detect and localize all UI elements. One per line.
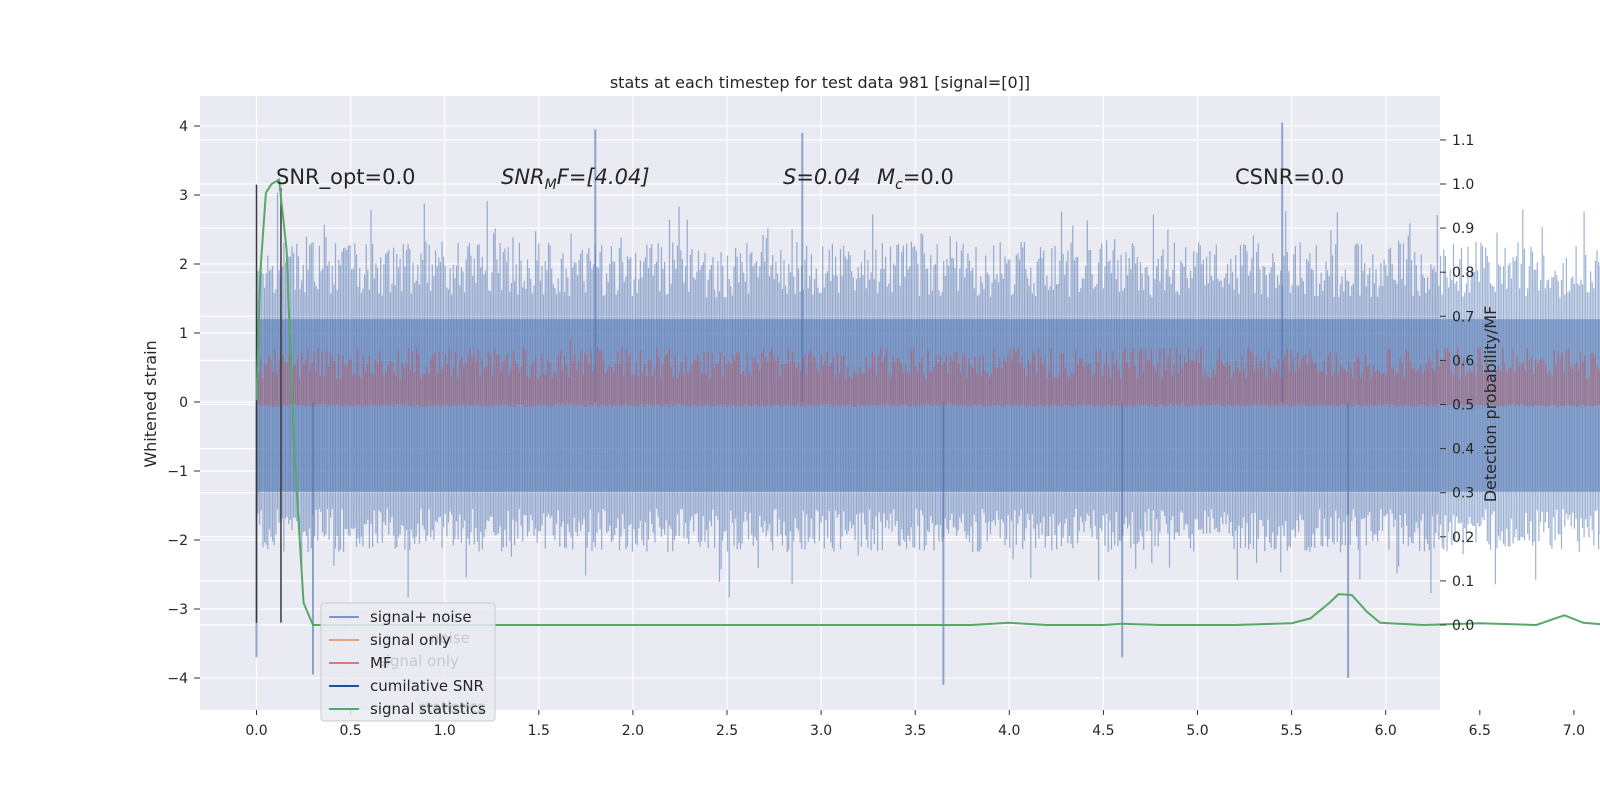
y2-tick-label: 0.3 bbox=[1452, 486, 1474, 502]
y2-tick-label: 1.1 bbox=[1452, 133, 1474, 149]
y2-tick-label: 0.5 bbox=[1452, 398, 1474, 414]
legend-ghost-text-2: signal only bbox=[378, 652, 459, 670]
legend-item: signal statistics bbox=[329, 700, 486, 718]
x-tick-label: 5.0 bbox=[1186, 723, 1208, 739]
x-axis: 0.0 0.5 1.0 1.5 2.0 2.5 3.0 3.5 4.0 4.5 5.0 5.5 6.0 6… bbox=[245, 710, 1585, 739]
legend-ghost-text-1: noise bbox=[430, 629, 470, 647]
legend-item: cumilative SNR bbox=[329, 677, 484, 695]
legend-box bbox=[320, 602, 496, 722]
annotation-snr-mf-main: SNR bbox=[501, 165, 545, 189]
y2-tick-label: 0.7 bbox=[1452, 309, 1474, 325]
x-tick-label: 1.5 bbox=[528, 723, 550, 739]
legend-item: MF bbox=[329, 654, 392, 672]
y-axis-label: Whitened strain bbox=[141, 340, 160, 467]
y2-tick-label: 0.8 bbox=[1452, 265, 1474, 281]
x-tick-label: 1.0 bbox=[434, 723, 456, 739]
y2-tick-label: 0.4 bbox=[1452, 442, 1474, 458]
y2-tick-label: 0.6 bbox=[1452, 353, 1474, 369]
legend-item: signal+ noise bbox=[329, 608, 472, 626]
chart-title: stats at each timestep for test data 981… bbox=[610, 73, 1030, 92]
x-tick-label: 2.0 bbox=[622, 723, 644, 739]
y-tick-label: 1 bbox=[179, 326, 188, 342]
y2-tick-label: 0.2 bbox=[1452, 530, 1474, 546]
annotation-mc-tail: =0.0 bbox=[903, 165, 954, 189]
y2-tick-label: 0.0 bbox=[1452, 618, 1474, 634]
x-tick-label: 7.0 bbox=[1563, 723, 1585, 739]
annotation-mc-sub: c bbox=[895, 177, 903, 193]
y-tick-label: 2 bbox=[179, 257, 188, 273]
y-tick-label: −3 bbox=[167, 602, 188, 618]
y-tick-label: 3 bbox=[179, 188, 188, 204]
y-tick-label: −1 bbox=[167, 464, 188, 480]
x-tick-label: 6.5 bbox=[1469, 723, 1491, 739]
x-tick-label: 4.5 bbox=[1092, 723, 1114, 739]
annotation-csnr: CSNR=0.0 bbox=[1235, 165, 1344, 189]
annotation-snr-mf-sub: M bbox=[545, 177, 557, 193]
annotation-snr-mf: SNRMF=[4.04] bbox=[501, 165, 650, 193]
annotations: SNR_opt=0.0 SNRMF=[4.04] S=0.04 Mc=0.0 C… bbox=[276, 165, 1344, 193]
x-tick-label: 6.0 bbox=[1375, 723, 1397, 739]
annotation-s: S=0.04 bbox=[783, 165, 861, 189]
legend-label: signal statistics bbox=[370, 700, 486, 718]
x-tick-label: 2.5 bbox=[716, 723, 738, 739]
y-axis-left: 4 3 2 1 0 −1 −2 −3 −4 bbox=[167, 119, 200, 687]
y-tick-label: 0 bbox=[179, 395, 188, 411]
y-tick-label: 4 bbox=[179, 119, 188, 135]
x-tick-label: 0.5 bbox=[339, 723, 361, 739]
legend-ghost-text-3: statistics bbox=[418, 698, 485, 716]
annotation-mc: Mc=0.0 bbox=[877, 165, 954, 193]
y-axis-right: 1.1 1.0 0.9 0.8 0.7 0.6 0.5 0.4 0.3 0.2 0.1 0.0 bbox=[1440, 133, 1474, 634]
y2-tick-label: 0.1 bbox=[1452, 574, 1474, 590]
x-tick-label: 3.5 bbox=[904, 723, 926, 739]
x-tick-label: 5.5 bbox=[1280, 723, 1302, 739]
y-tick-label: −2 bbox=[167, 533, 188, 549]
y-tick-label: −4 bbox=[167, 671, 188, 687]
y2-tick-label: 1.0 bbox=[1452, 177, 1474, 193]
legend-label: signal+ noise bbox=[370, 608, 472, 626]
legend-label: signal only bbox=[370, 631, 451, 649]
x-tick-label: 4.0 bbox=[998, 723, 1020, 739]
x-tick-label: 0.0 bbox=[245, 723, 267, 739]
legend: noise signal only statistics signal+ noi… bbox=[320, 602, 496, 722]
y2-axis-label: Detection probability/MF bbox=[1481, 306, 1500, 503]
legend-label: MF bbox=[370, 654, 392, 672]
x-tick-label: 3.0 bbox=[810, 723, 832, 739]
y2-tick-label: 0.9 bbox=[1452, 221, 1474, 237]
legend-item: signal only bbox=[329, 631, 451, 649]
legend-label: cumilative SNR bbox=[370, 677, 484, 695]
annotation-snr-opt: SNR_opt=0.0 bbox=[276, 165, 416, 190]
plot-series-layer bbox=[255, 122, 1600, 685]
annotation-snr-mf-tail: F=[4.04] bbox=[557, 165, 650, 189]
annotation-mc-main: M bbox=[877, 165, 895, 189]
